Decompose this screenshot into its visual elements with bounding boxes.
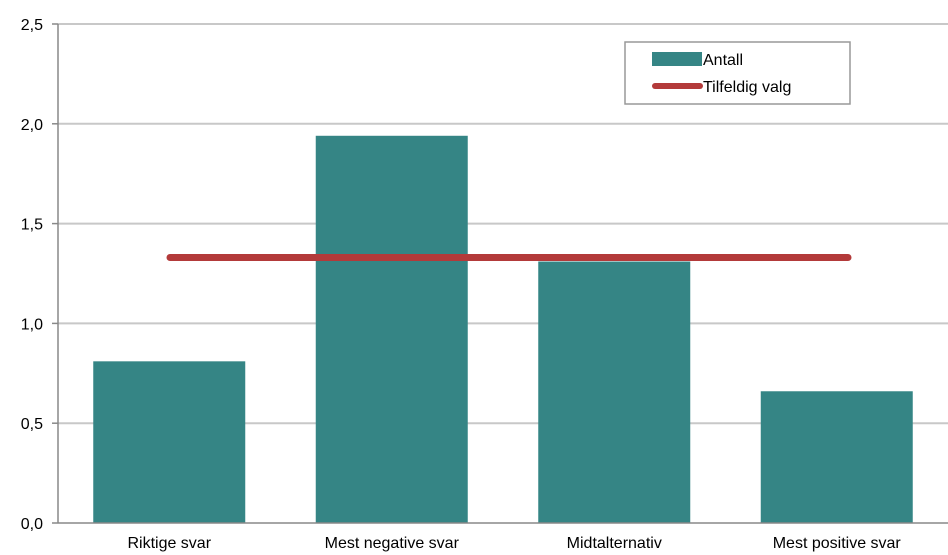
bar: [315, 135, 468, 523]
x-tick-label: Mest negative svar: [325, 535, 460, 552]
x-tick-label: Riktige svar: [127, 535, 211, 552]
y-tick-label: 1,0: [21, 316, 43, 333]
legend-label-tilfeldig-valg: Tilfeldig valg: [703, 79, 791, 96]
axes: [57, 24, 948, 524]
legend-label-antall: Antall: [703, 52, 743, 69]
y-tick-label: 1,5: [21, 217, 43, 234]
y-tick-label: 2,5: [21, 17, 43, 34]
legend: Antall Tilfeldig valg: [624, 41, 851, 105]
x-axis-ticks: Riktige svar Mest negative svar Midtaltern…: [127, 535, 901, 552]
bars: [93, 135, 913, 523]
y-tick-label: 0,0: [21, 516, 43, 533]
legend-swatch-bar: [652, 52, 702, 66]
legend-box: [624, 41, 851, 105]
y-axis-ticks: 0,0 0,5 1,0 1,5 2,0 2,5: [21, 17, 58, 533]
x-tick-label: Midtalternativ: [567, 535, 662, 552]
bar: [538, 261, 691, 523]
bar: [760, 391, 913, 523]
x-tick-label: Mest positive svar: [773, 535, 902, 552]
y-tick-label: 2,0: [21, 117, 43, 134]
bar: [93, 361, 246, 523]
y-tick-label: 0,5: [21, 416, 43, 433]
